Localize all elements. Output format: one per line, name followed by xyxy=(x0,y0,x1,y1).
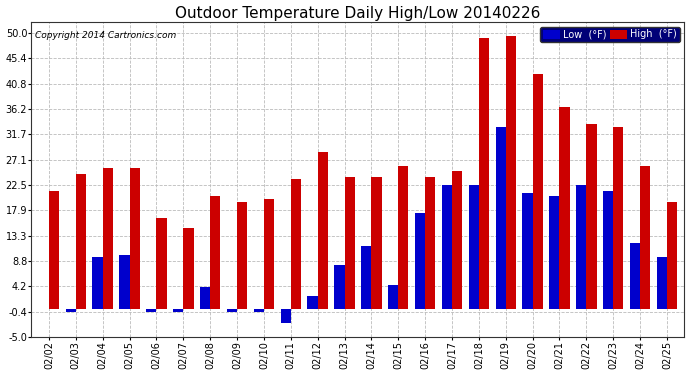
Bar xyxy=(398,166,408,309)
Text: Copyright 2014 Cartronics.com: Copyright 2014 Cartronics.com xyxy=(34,31,176,40)
Bar xyxy=(549,196,560,309)
Bar xyxy=(130,168,140,309)
Bar xyxy=(522,193,533,309)
Bar xyxy=(200,287,210,309)
Bar xyxy=(442,185,452,309)
Bar xyxy=(630,243,640,309)
Bar xyxy=(344,177,355,309)
Bar xyxy=(237,202,247,309)
Bar xyxy=(469,185,479,309)
Bar xyxy=(613,127,624,309)
Legend: Low  (°F), High  (°F): Low (°F), High (°F) xyxy=(540,27,680,42)
Bar xyxy=(452,171,462,309)
Bar xyxy=(495,127,506,309)
Bar xyxy=(49,190,59,309)
Bar xyxy=(146,309,157,312)
Bar xyxy=(425,177,435,309)
Bar xyxy=(361,246,371,309)
Bar xyxy=(640,166,650,309)
Bar xyxy=(92,257,103,309)
Bar xyxy=(586,124,597,309)
Bar xyxy=(603,190,613,309)
Bar xyxy=(66,309,76,312)
Bar xyxy=(308,296,317,309)
Bar xyxy=(227,309,237,312)
Bar xyxy=(173,309,184,312)
Bar xyxy=(290,179,301,309)
Bar xyxy=(667,202,677,309)
Bar xyxy=(119,255,130,309)
Bar xyxy=(103,168,113,309)
Bar xyxy=(479,38,489,309)
Bar xyxy=(210,196,220,309)
Bar xyxy=(76,174,86,309)
Bar xyxy=(254,309,264,312)
Bar xyxy=(415,213,425,309)
Bar xyxy=(264,199,274,309)
Bar xyxy=(388,285,398,309)
Bar xyxy=(157,218,166,309)
Bar xyxy=(317,152,328,309)
Bar xyxy=(657,257,667,309)
Bar xyxy=(335,265,344,309)
Bar xyxy=(533,74,543,309)
Bar xyxy=(281,309,290,323)
Bar xyxy=(560,108,570,309)
Title: Outdoor Temperature Daily High/Low 20140226: Outdoor Temperature Daily High/Low 20140… xyxy=(175,6,541,21)
Bar xyxy=(184,228,193,309)
Bar xyxy=(371,177,382,309)
Bar xyxy=(506,36,516,309)
Bar xyxy=(576,185,586,309)
